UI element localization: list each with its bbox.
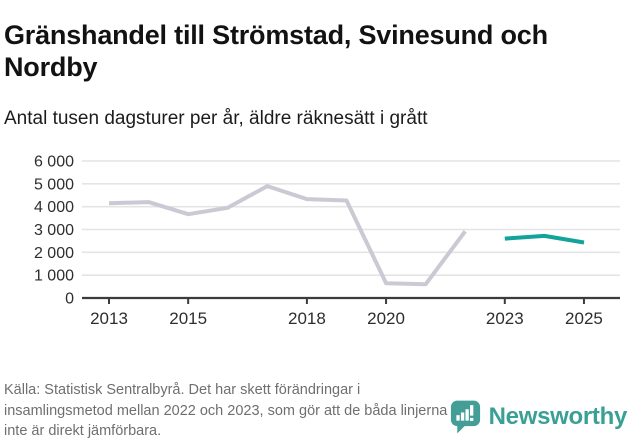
- y-axis-tick-label: 4 000: [34, 199, 74, 216]
- newsworthy-logo[interactable]: Newsworthy: [450, 398, 627, 436]
- y-axis-tick-label: 3 000: [34, 222, 74, 239]
- x-axis-tick-label: 2020: [367, 309, 405, 328]
- series-line-nytt-räknesätt: [504, 233, 585, 245]
- source-note: Källa: Statistisk Sentralbyrå. Det har s…: [4, 382, 448, 440]
- newsworthy-wordmark: Newsworthy: [488, 403, 628, 430]
- newsworthy-logo-icon: [450, 400, 480, 434]
- y-axis-tick-label: 5 000: [34, 176, 74, 193]
- x-axis-tick-label: 2013: [90, 309, 128, 328]
- chart-subtitle: Antal tusen dagsturer per år, äldre räkn…: [4, 108, 428, 129]
- x-axis-tick-label: 2025: [565, 309, 603, 328]
- bar-chart-glyph: [456, 405, 473, 422]
- y-axis-tick-label: 6 000: [34, 154, 74, 171]
- y-axis-tick-label: 0: [65, 291, 74, 308]
- y-axis-tick-label: 1 000: [34, 268, 74, 285]
- x-axis-tick-label: 2018: [288, 309, 326, 328]
- x-axis-tick-label: 2023: [486, 309, 524, 328]
- series-line-äldre-räknesätt: [108, 184, 467, 287]
- page-title: Gränshandel till Strömstad, Svinesund oc…: [4, 20, 548, 82]
- y-axis-tick-label: 2 000: [34, 245, 74, 262]
- x-axis-tick-label: 2015: [169, 309, 207, 328]
